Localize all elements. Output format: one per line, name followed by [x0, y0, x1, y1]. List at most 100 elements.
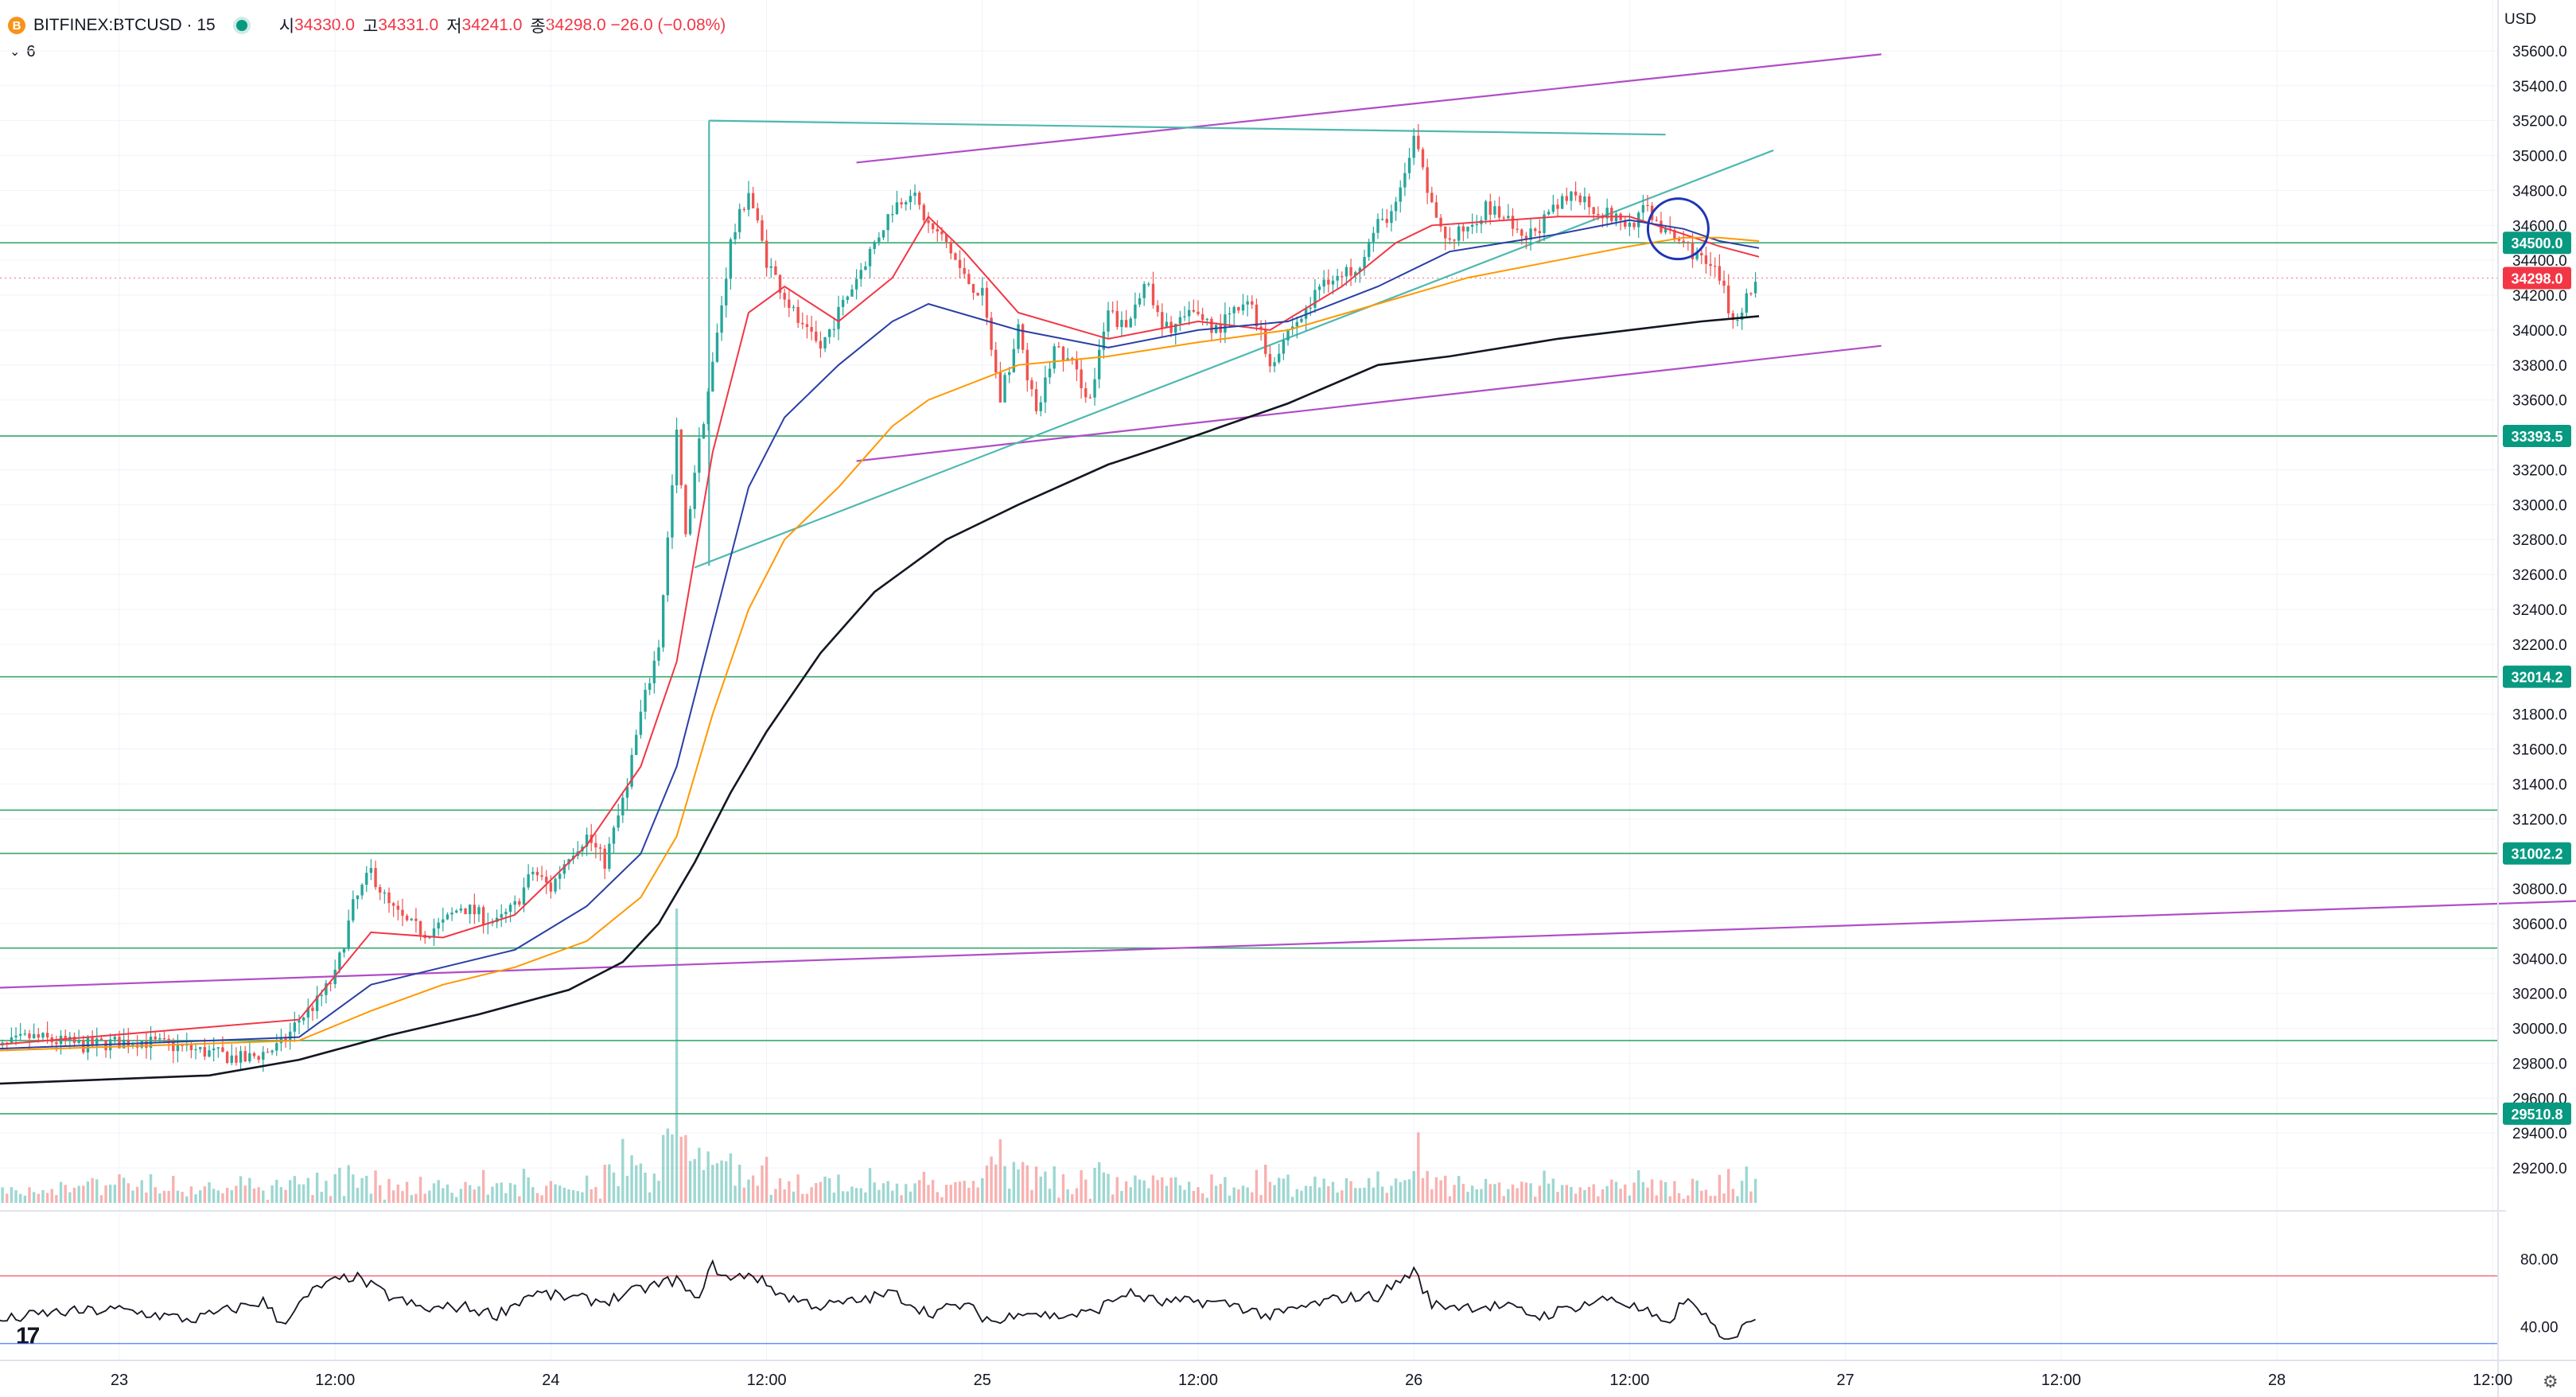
- volume-bar: [1246, 1187, 1249, 1203]
- gear-icon[interactable]: ⚙: [2543, 1372, 2558, 1391]
- candle-body: [1363, 256, 1366, 268]
- candle-body: [733, 232, 737, 239]
- candle-body: [1453, 239, 1456, 241]
- volume-bar: [1178, 1185, 1182, 1203]
- candle-body: [243, 1051, 247, 1062]
- volume-bar: [1237, 1189, 1240, 1203]
- time-axis[interactable]: 23 12:00 24 12:00 25 12:00 26 12:00 27 12:00 28 12:…: [0, 1360, 2576, 1389]
- volume-bar: [900, 1195, 903, 1203]
- currency-label[interactable]: USD: [2504, 11, 2537, 28]
- volume-bar: [1682, 1198, 1685, 1203]
- volume-bar: [347, 1165, 350, 1203]
- volume-bar: [508, 1183, 512, 1203]
- candle-body: [446, 914, 449, 920]
- candle-body: [257, 1056, 260, 1060]
- volume-bar: [792, 1191, 796, 1203]
- candle-body: [1313, 290, 1317, 308]
- volume-bar: [1407, 1179, 1411, 1203]
- candle-body: [1138, 298, 1142, 305]
- volume-bar: [1488, 1184, 1492, 1203]
- candle-body: [82, 1040, 85, 1053]
- candle-body: [1268, 353, 1272, 367]
- volume-bar: [1008, 1189, 1011, 1203]
- candle-body: [625, 786, 629, 798]
- candle-body: [1147, 283, 1150, 285]
- volume-bar: [275, 1179, 278, 1203]
- candle-body: [823, 337, 827, 349]
- candle-body: [1709, 263, 1712, 267]
- candle-body: [208, 1050, 211, 1057]
- tradingview-logo-icon[interactable]: 17: [16, 1323, 40, 1349]
- volume-bar: [1655, 1195, 1658, 1203]
- candle-body: [778, 274, 782, 294]
- candle-body: [298, 1020, 301, 1023]
- volume-bar: [1088, 1198, 1092, 1203]
- x-tick-label: 27: [1836, 1372, 1854, 1389]
- candle-body: [1565, 196, 1568, 201]
- volume-bar: [1241, 1185, 1245, 1203]
- candle-body: [1493, 206, 1496, 215]
- volume-bar: [135, 1186, 139, 1203]
- candle-body: [720, 305, 723, 333]
- candle-body: [1120, 320, 1123, 328]
- volume-bar: [1192, 1191, 1196, 1203]
- candle-body: [212, 1049, 216, 1051]
- y-tick-label: 33200.0: [2512, 462, 2567, 479]
- volume-bar: [1426, 1170, 1429, 1203]
- candle-body: [459, 908, 463, 911]
- volume-bar: [549, 1181, 553, 1203]
- price-label: 34500.0: [2511, 235, 2562, 251]
- y-tick-label: 30800.0: [2512, 881, 2567, 898]
- candle-body: [1520, 229, 1523, 236]
- volume-bar: [1565, 1185, 1568, 1203]
- candle-body: [648, 683, 652, 691]
- candle-body: [1399, 187, 1402, 202]
- candle-body: [994, 349, 998, 372]
- candle-body: [1219, 325, 1222, 333]
- volume-bar: [1516, 1188, 1519, 1203]
- volume-bar: [1673, 1181, 1676, 1203]
- volume-bar: [1003, 1165, 1006, 1203]
- volume-bar: [50, 1189, 53, 1203]
- trendlines: [0, 53, 2576, 989]
- volume-bar: [450, 1193, 453, 1203]
- candle-body: [1088, 397, 1092, 399]
- volume-bar: [873, 1182, 876, 1203]
- volume-bar: [442, 1188, 445, 1203]
- volume-bar: [1282, 1178, 1286, 1203]
- candle-body: [1597, 213, 1600, 216]
- volume-bar: [944, 1185, 948, 1203]
- candle-body: [1259, 326, 1263, 330]
- candle-body: [405, 915, 409, 920]
- y-tick-label: 35600.0: [2512, 44, 2567, 60]
- volume-bar: [122, 1177, 126, 1203]
- moving-averages: [0, 215, 1760, 1085]
- volume-bar: [1434, 1177, 1438, 1203]
- price-axis[interactable]: 29200.029400.029600.029800.030000.030200…: [2497, 0, 2571, 1397]
- volume-bar: [320, 1192, 323, 1203]
- volume-bar: [374, 1170, 377, 1203]
- candle-body: [711, 361, 714, 392]
- volume-bar: [423, 1193, 426, 1203]
- y-tick-label: 34200.0: [2512, 288, 2567, 305]
- y-tick-label: 30400.0: [2512, 951, 2567, 968]
- symbol-label[interactable]: BITFINEX:BTCUSD · 15: [33, 16, 216, 34]
- volume-bar: [396, 1184, 399, 1203]
- ma-line-ema_long: [0, 315, 1760, 1085]
- candle-body: [1053, 346, 1056, 369]
- high-key: 고: [362, 18, 379, 36]
- volume-bar: [1538, 1185, 1542, 1203]
- candle-body: [761, 220, 764, 241]
- volume-bar: [1372, 1187, 1376, 1203]
- volume-bar: [279, 1187, 283, 1203]
- volume-bar: [1403, 1180, 1407, 1203]
- volume-bar: [446, 1184, 449, 1203]
- x-tick-label: 12:00: [747, 1372, 787, 1389]
- indicators-toggle[interactable]: ⌄ 6: [10, 38, 36, 65]
- volume-bar: [918, 1180, 921, 1203]
- volume-bar: [1129, 1187, 1132, 1203]
- candle-body: [262, 1052, 265, 1060]
- candle-body: [181, 1045, 184, 1046]
- volume-bar: [675, 909, 679, 1203]
